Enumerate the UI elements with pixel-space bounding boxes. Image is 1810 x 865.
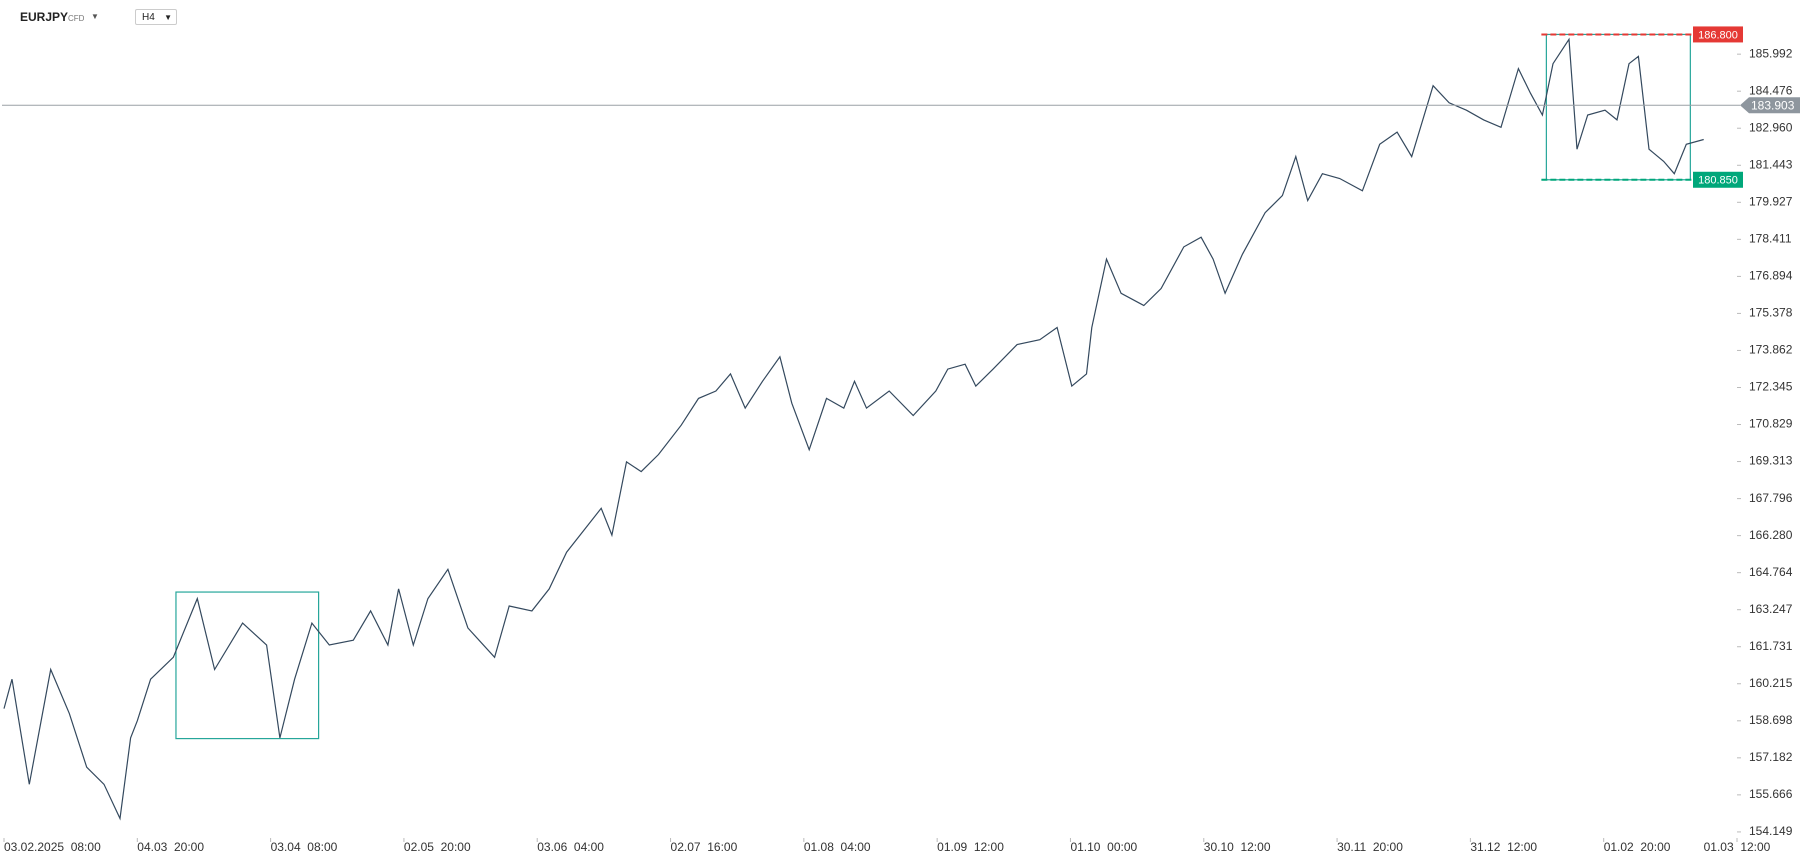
range-box — [175, 591, 320, 740]
level-label: 180.850 — [1698, 175, 1738, 187]
price-line — [3, 37, 1704, 821]
x-tick-label: 01.03 12:00 — [1704, 840, 1771, 854]
y-tick-label: 155.666 — [1749, 787, 1793, 801]
symbol-dropdown[interactable]: ▼ — [91, 12, 99, 21]
symbol[interactable]: EURJPY — [20, 10, 69, 24]
x-tick-label: 01.09 12:00 — [937, 840, 1004, 854]
y-tick-label: 170.829 — [1749, 417, 1793, 431]
instrument-type: CFD — [68, 14, 85, 23]
x-tick-label: 30.10 12:00 — [1204, 840, 1271, 854]
dropdown-arrow: ▼ — [164, 13, 172, 22]
timeframe-select[interactable]: H4 ▼ — [135, 9, 177, 25]
y-tick-label: 166.280 — [1749, 528, 1793, 542]
y-tick-label: 160.215 — [1749, 676, 1793, 690]
x-tick-label: 01.02 20:00 — [1604, 840, 1671, 854]
y-tick-label: 176.894 — [1749, 269, 1793, 283]
y-tick-label: 175.378 — [1749, 306, 1793, 320]
y-tick-label: 178.411 — [1749, 232, 1792, 246]
y-tick-label: 154.149 — [1749, 824, 1793, 838]
y-tick-label: 164.764 — [1749, 565, 1793, 579]
x-tick-label: 31.12 12:00 — [1470, 840, 1537, 854]
x-tick-label: 03.06 04:00 — [537, 840, 604, 854]
y-tick-label: 184.476 — [1749, 83, 1793, 97]
y-tick-label: 173.862 — [1749, 343, 1793, 357]
y-tick-label: 182.960 — [1749, 120, 1793, 134]
y-tick-label: 161.731 — [1749, 639, 1793, 653]
x-tick-label: 30.11 20:00 — [1337, 840, 1403, 854]
y-tick-label: 158.698 — [1749, 713, 1793, 727]
x-tick-label: 01.10 00:00 — [1070, 840, 1137, 854]
y-tick-label: 179.927 — [1749, 194, 1793, 208]
x-tick-label: 03.04 08:00 — [271, 840, 338, 854]
y-tick-label: 181.443 — [1749, 157, 1793, 171]
y-tick-label: 167.796 — [1749, 491, 1793, 505]
y-tick-label: 157.182 — [1749, 750, 1793, 764]
x-tick-label: 02.07 16:00 — [671, 840, 738, 854]
level-tag — [1693, 171, 1743, 188]
x-tick-label: 03.02.2025 08:00 — [4, 840, 101, 854]
level-tag — [1693, 26, 1743, 43]
timeframe: H4 — [142, 12, 155, 23]
y-tick-label: 163.247 — [1749, 602, 1793, 616]
y-tick-label: 185.992 — [1749, 46, 1793, 60]
current-price-label: 183.903 — [1751, 98, 1795, 112]
x-tick-label: 04.03 20:00 — [137, 840, 204, 854]
current-price-tag — [1740, 97, 1800, 114]
y-tick-label: 169.313 — [1749, 454, 1793, 468]
level-label: 186.800 — [1698, 29, 1738, 41]
x-tick-label: 01.08 04:00 — [804, 840, 871, 854]
range-box — [1545, 33, 1691, 181]
x-tick-label: 02.05 20:00 — [404, 840, 471, 854]
y-tick-label: 172.345 — [1749, 380, 1793, 394]
